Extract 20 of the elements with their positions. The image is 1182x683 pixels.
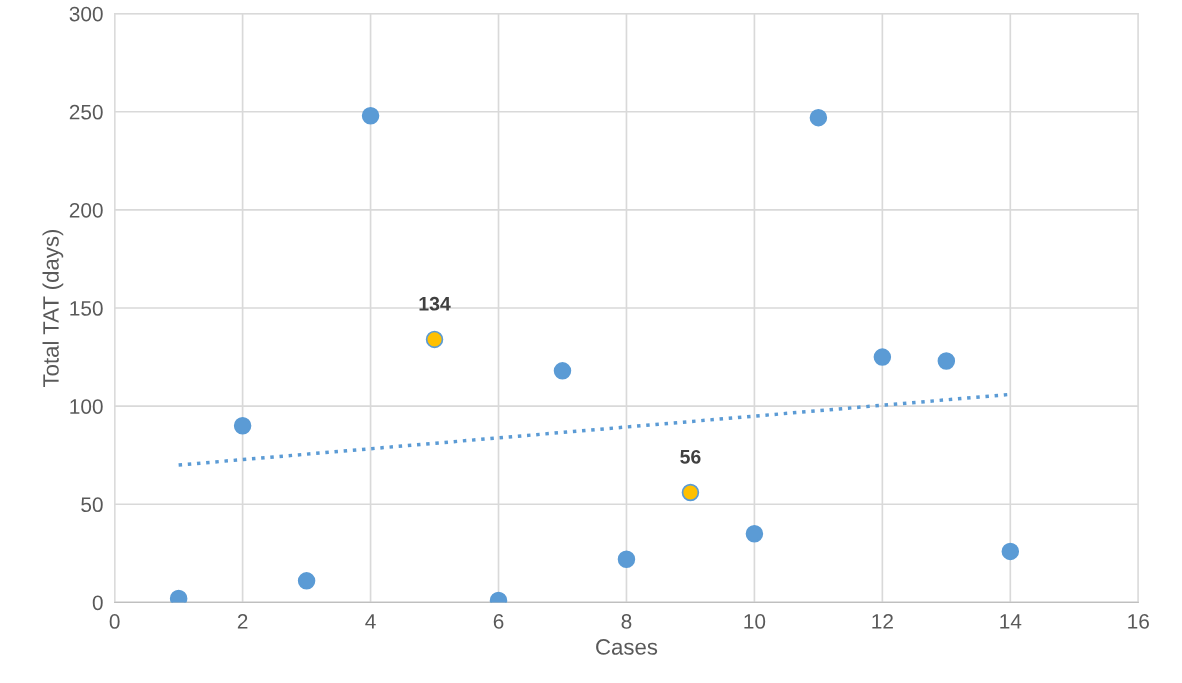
y-tick-label: 50: [81, 497, 103, 513]
data-label: 56: [680, 449, 701, 464]
x-tick-label: 16: [1128, 614, 1149, 629]
y-tick-label: 200: [69, 202, 103, 218]
x-tick-label: 6: [493, 614, 504, 629]
x-tick-label: 2: [237, 614, 248, 629]
x-tick-label: 14: [1000, 614, 1022, 629]
x-tick-label: 12: [872, 614, 893, 629]
x-tick-label: 10: [744, 614, 766, 629]
y-tick-label: 100: [70, 399, 103, 414]
y-tick-label: 150: [70, 301, 103, 316]
y-tick-label: 0: [92, 595, 103, 611]
y-axis-title: Total TAT (days): [42, 229, 64, 387]
x-tick-label: 8: [621, 614, 632, 629]
x-axis-title: Cases: [596, 639, 658, 655]
x-tick-label: 0: [109, 614, 120, 629]
data-label: 134: [419, 296, 451, 311]
x-tick-label: 4: [365, 614, 376, 629]
y-tick-label: 250: [69, 104, 103, 120]
y-tick-label: 300: [69, 6, 103, 22]
